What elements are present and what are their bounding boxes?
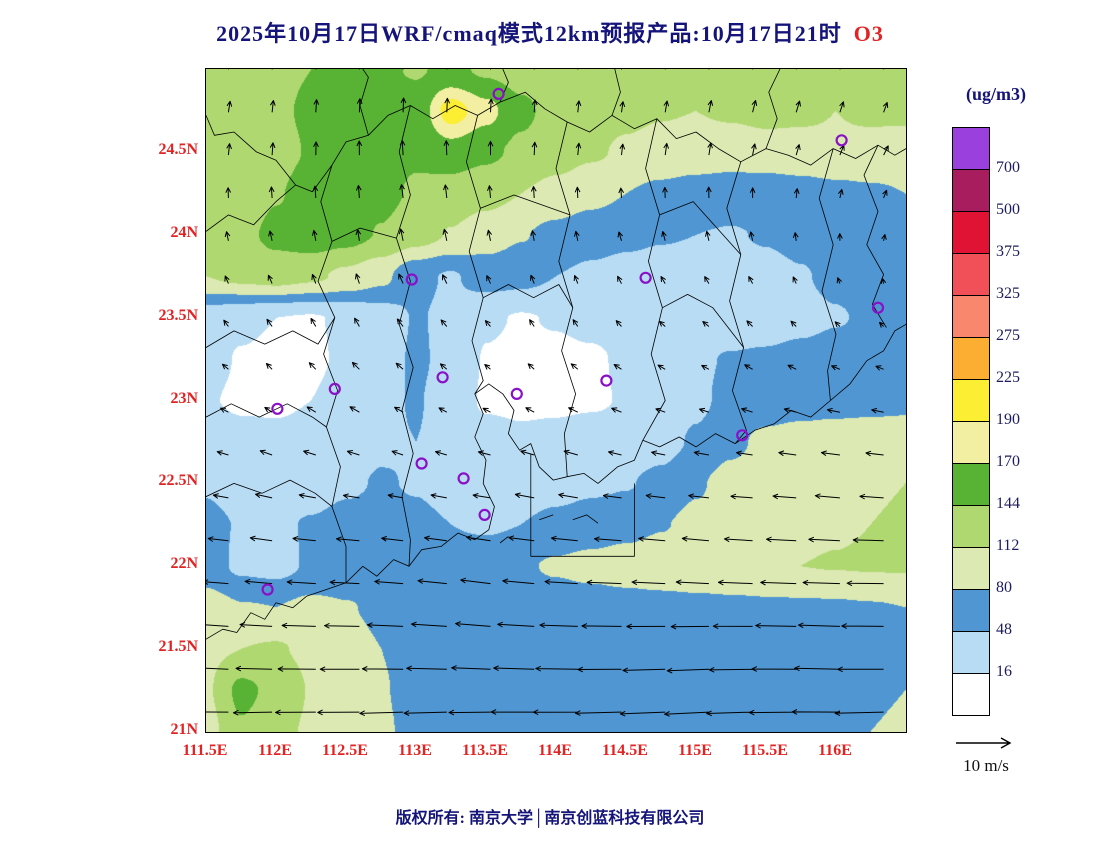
colorbar — [952, 127, 990, 716]
lat-tick-label: 21.5N — [158, 638, 198, 656]
colorbar-cell — [953, 590, 989, 632]
station-marker — [415, 457, 428, 470]
admin-boundary-line — [206, 317, 336, 348]
admin-boundary-line — [572, 514, 599, 524]
colorbar-tick-label: 170 — [996, 453, 1020, 470]
pollutant-label: O3 — [853, 21, 884, 46]
lat-tick-label: 22.5N — [158, 472, 198, 490]
lon-tick-label: 112E — [258, 742, 292, 759]
o3-contour-canvas — [206, 69, 906, 732]
o3-forecast-map — [205, 68, 907, 733]
colorbar-tick-label: 225 — [996, 369, 1020, 386]
lon-tick-label: 115.5E — [742, 742, 788, 759]
lat-tick-label: 24N — [170, 223, 198, 241]
admin-boundary-line — [726, 161, 747, 444]
station-marker — [492, 87, 505, 100]
lon-tick-label: 113E — [398, 742, 432, 759]
admin-boundary-line — [466, 115, 484, 395]
colorbar-tick-label: 500 — [996, 201, 1020, 218]
admin-boundary-line — [331, 227, 397, 242]
station-marker — [478, 508, 491, 521]
station-marker — [871, 301, 885, 314]
station-marker — [600, 374, 613, 387]
lon-tick-label: 114E — [538, 742, 572, 759]
admin-boundary-line — [642, 118, 666, 441]
admin-boundary-line — [662, 294, 744, 348]
wind-vector-arrows — [206, 69, 889, 717]
lat-tick-label: 23.5N — [158, 306, 198, 324]
admin-boundary-line — [480, 194, 571, 216]
colorbar-unit-label: (ug/m3) — [966, 84, 1026, 104]
lon-tick-label: 114.5E — [602, 742, 648, 759]
station-marker — [436, 371, 449, 384]
station-marker — [835, 134, 848, 147]
admin-boundary-line — [765, 69, 781, 149]
colorbar-cell — [953, 296, 989, 338]
station-marker — [736, 429, 749, 442]
admin-boundary-line — [818, 148, 837, 401]
title-text: 2025年10月17日WRF/cmaq模式12km预报产品:10月17日21时 — [216, 21, 842, 46]
colorbar-cell — [953, 632, 989, 674]
station-marker — [457, 472, 470, 485]
page-title: 2025年10月17日WRF/cmaq模式12km预报产品:10月17日21时 O… — [0, 16, 1100, 48]
lon-tick-label: 116E — [818, 742, 852, 759]
colorbar-cell — [953, 674, 989, 715]
admin-boundary-line — [396, 105, 414, 567]
lat-tick-label: 24.5N — [158, 140, 198, 158]
station-marker — [328, 382, 341, 395]
admin-boundary-line — [483, 284, 574, 308]
colorbar-tick-label: 48 — [996, 621, 1012, 638]
lat-tick-label: 22N — [170, 555, 198, 573]
admin-boundary-line — [359, 69, 369, 136]
colorbar-tick-label: 700 — [996, 159, 1020, 176]
station-marker — [405, 273, 418, 286]
station-marker — [510, 387, 523, 400]
admin-boundary-line — [539, 514, 554, 521]
colorbar-tick-label: 325 — [996, 285, 1020, 302]
lon-tick-label: 111.5E — [182, 742, 228, 759]
lon-tick-label: 115E — [678, 742, 712, 759]
station-marker — [271, 402, 284, 415]
colorbar-tick-label: 16 — [996, 663, 1012, 680]
wind-scale-arrow-icon — [956, 737, 1012, 749]
colorbar-tick-label: 112 — [996, 537, 1020, 554]
admin-boundary-line — [555, 121, 576, 477]
admin-boundary-line — [530, 453, 635, 557]
colorbar-cell — [953, 212, 989, 254]
colorbar-cell — [953, 380, 989, 422]
lon-tick-label: 112.5E — [322, 742, 368, 759]
station-marker — [639, 271, 652, 284]
colorbar-tick-label: 275 — [996, 327, 1020, 344]
colorbar-tick-label: 190 — [996, 411, 1020, 428]
colorbar-cell — [953, 338, 989, 380]
colorbar-cell — [953, 254, 989, 296]
admin-boundary-line — [611, 69, 621, 116]
colorbar-tick-label: 144 — [996, 495, 1020, 512]
admin-boundary-line — [659, 201, 742, 255]
admin-boundary-line — [863, 145, 887, 328]
colorbar-cell — [953, 170, 989, 212]
lat-tick-label: 23N — [170, 389, 198, 407]
copyright-text: 版权所有: 南京大学│南京创蓝科技有限公司 — [395, 810, 705, 827]
lon-tick-label: 113.5E — [462, 742, 508, 759]
map-overlay-svg — [206, 69, 906, 717]
colorbar-cell — [953, 464, 989, 506]
lat-tick-label: 21N — [170, 721, 198, 738]
admin-boundary-line — [499, 536, 509, 544]
admin-boundary-line — [206, 479, 333, 507]
station-marker — [261, 583, 274, 596]
colorbar-cell — [953, 422, 989, 464]
admin-boundary-line — [206, 323, 906, 640]
wind-scale-label: 10 m/s — [963, 756, 1009, 775]
admin-boundary-line — [206, 91, 906, 232]
colorbar-tick-label: 375 — [996, 243, 1020, 260]
colorbar-cell — [953, 548, 989, 590]
colorbar-cell — [953, 128, 989, 170]
admin-boundary-line — [317, 164, 347, 583]
admin-boundary-line — [206, 115, 296, 186]
colorbar-tick-label: 80 — [996, 579, 1012, 596]
colorbar-cell — [953, 506, 989, 548]
